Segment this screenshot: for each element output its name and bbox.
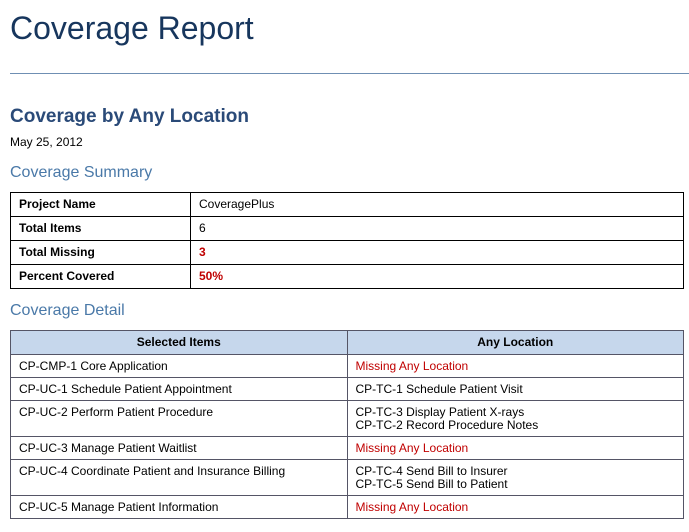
summary-row: Percent Covered 50%	[10, 264, 684, 289]
column-header: Selected Items	[10, 330, 348, 355]
value: 6	[190, 216, 684, 241]
location-line: Missing Any Location	[355, 500, 469, 514]
location-line: CP-TC-1 Schedule Patient Visit	[355, 382, 523, 396]
summary-title: Coverage Summary	[10, 164, 153, 181]
label: Project Name	[10, 192, 191, 217]
location: CP-TC-3 Display Patient X-rays CP-TC-2 Re…	[346, 400, 684, 437]
summary-row: Total Items 6	[10, 216, 684, 241]
detail-row: CP-CMP-1 Core Application Missing Any Loc…	[10, 354, 684, 378]
location: Missing Any Location	[346, 354, 684, 378]
location-line: CP-TC-2 Record Procedure Notes	[355, 418, 539, 432]
detail-row: CP-UC-2 Perform Patient Procedure CP-TC-3…	[10, 400, 684, 437]
item: CP-UC-2 Perform Patient Procedure	[10, 400, 348, 437]
location-line: Missing Any Location	[355, 359, 469, 373]
column-header: Any Location	[346, 330, 684, 355]
report-date: May 25, 2012	[10, 135, 83, 149]
location: CP-TC-4 Send Bill to Insurer CP-TC-5 Send…	[346, 459, 684, 496]
label: Total Items	[10, 216, 191, 241]
divider	[10, 73, 689, 74]
detail-row: CP-UC-1 Schedule Patient Appointment CP-T…	[10, 377, 684, 401]
location-line: CP-TC-5 Send Bill to Patient	[355, 477, 508, 491]
item: CP-UC-1 Schedule Patient Appointment	[10, 377, 348, 401]
section-title: Coverage by Any Location	[10, 106, 249, 127]
location: CP-TC-1 Schedule Patient Visit	[346, 377, 684, 401]
detail-row: CP-UC-4 Coordinate Patient and Insurance…	[10, 459, 684, 496]
location-line: Missing Any Location	[355, 441, 469, 455]
value: 50%	[190, 264, 684, 289]
report-title: Coverage Report	[10, 10, 254, 46]
item: CP-UC-4 Coordinate Patient and Insurance…	[10, 459, 348, 496]
summary-table: Project Name CoveragePlus Total Items 6 To…	[10, 192, 684, 289]
label: Total Missing	[10, 240, 191, 265]
location: Missing Any Location	[346, 436, 684, 460]
item: CP-CMP-1 Core Application	[10, 354, 348, 378]
detail-row: CP-UC-3 Manage Patient Waitlist Missing A…	[10, 436, 684, 460]
summary-row: Project Name CoveragePlus	[10, 192, 684, 217]
item: CP-UC-3 Manage Patient Waitlist	[10, 436, 348, 460]
detail-table: Selected Items Any Location CP-CMP-1 Core…	[10, 330, 684, 519]
location-line: CP-TC-3 Display Patient X-rays	[355, 405, 525, 419]
value: 3	[190, 240, 684, 265]
label: Percent Covered	[10, 264, 191, 289]
location: Missing Any Location	[346, 495, 684, 519]
location-line: CP-TC-4 Send Bill to Insurer	[355, 464, 508, 478]
item: CP-UC-5 Manage Patient Information	[10, 495, 348, 519]
value: CoveragePlus	[190, 192, 684, 217]
detail-title: Coverage Detail	[10, 302, 125, 319]
summary-row: Total Missing 3	[10, 240, 684, 265]
header-row: Selected Items Any Location	[10, 330, 684, 355]
detail-row: CP-UC-5 Manage Patient Information Missin…	[10, 495, 684, 519]
